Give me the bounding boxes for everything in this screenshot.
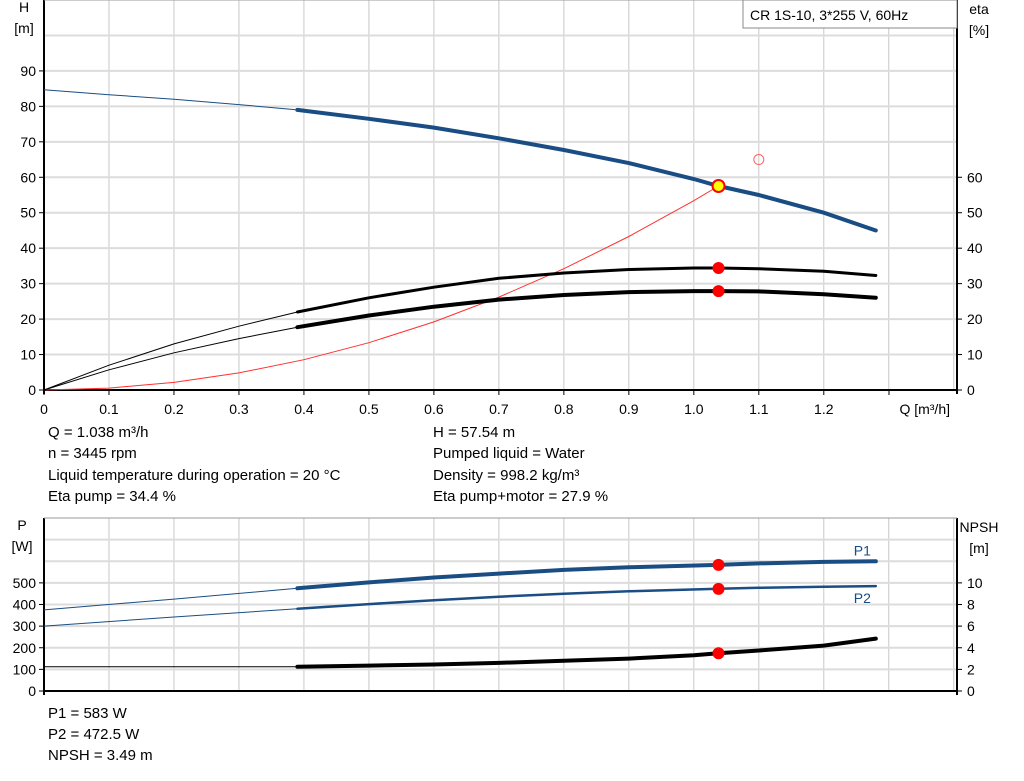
y-tick-label: 300 (13, 618, 37, 634)
p2-series-label: P2 (854, 590, 871, 606)
chart-title: CR 1S-10, 3*255 V, 60Hz (750, 7, 908, 23)
y-tick-label: 50 (20, 205, 36, 221)
y-tick-label: 20 (20, 311, 36, 327)
y-axis-unit: [m] (14, 20, 33, 36)
y2-tick-label: 4 (967, 640, 975, 656)
y2-tick-label: 10 (967, 575, 983, 591)
p2-curve (296, 584, 878, 611)
y-axis-label: P (17, 517, 26, 533)
y-axis-unit: [W] (12, 538, 33, 554)
y2-tick-label: 20 (967, 311, 983, 327)
duty-point-power (712, 582, 725, 595)
system-curve (43, 185, 719, 391)
y-tick-label: 0 (28, 683, 36, 699)
info-eta-pump: Eta pump = 34.4 % (48, 488, 176, 505)
x-tick-label: 0.1 (99, 401, 119, 417)
y2-tick-label: 0 (967, 382, 975, 398)
open-marker (753, 154, 765, 166)
info-flow: Q = 1.038 m³/h (48, 424, 149, 441)
y-tick-label: 70 (20, 134, 36, 150)
y2-axis-unit: [m] (969, 540, 988, 556)
y-tick-label: 90 (20, 63, 36, 79)
y2-tick-label: 50 (967, 205, 983, 221)
y-tick-label: 100 (13, 661, 37, 677)
x-tick-label: 0.3 (229, 401, 249, 417)
y-tick-label: 10 (20, 347, 36, 363)
y2-tick-label: 40 (967, 240, 983, 256)
y2-tick-label: 2 (967, 661, 975, 677)
x-tick-label: 0 (40, 401, 48, 417)
head-curve (295, 107, 878, 233)
x-axis-label: Q [m³/h] (899, 401, 950, 417)
y2-tick-label: 0 (967, 683, 975, 699)
info-speed: n = 3445 rpm (48, 445, 137, 462)
info-liquid: Pumped liquid = Water (433, 445, 585, 462)
y-tick-label: 80 (20, 98, 36, 114)
x-tick-label: 0.7 (489, 401, 509, 417)
eta-pump-curve-thin (43, 311, 298, 391)
x-tick-label: 1.0 (684, 401, 704, 417)
info-p1: P1 = 583 W (48, 705, 127, 722)
y-tick-label: 60 (20, 169, 36, 185)
y2-tick-label: 8 (967, 597, 975, 613)
x-tick-label: 0.2 (164, 401, 184, 417)
p1-series-label: P1 (854, 542, 871, 558)
x-tick-label: 0.6 (424, 401, 444, 417)
eta-pump-motor-curve-thin (43, 326, 298, 391)
duty-point-power (712, 647, 725, 660)
x-tick-label: 0.5 (359, 401, 379, 417)
info-head: H = 57.54 m (433, 424, 516, 441)
x-tick-label: 0.9 (619, 401, 639, 417)
y2-tick-label: 30 (967, 276, 983, 292)
x-tick-label: 1.2 (814, 401, 834, 417)
info-temperature: Liquid temperature during operation = 20… (48, 467, 341, 484)
y2-axis-label: NPSH (960, 519, 999, 535)
y-axis-label: H (19, 0, 29, 15)
y2-tick-label: 6 (967, 618, 975, 634)
eta-pump-motor-curve (295, 289, 878, 330)
title-box (742, 0, 958, 29)
y-tick-label: 0 (28, 382, 36, 398)
duty-point-eta (712, 285, 725, 298)
y2-axis-unit: [%] (969, 22, 989, 38)
eta-pump-curve (295, 266, 878, 314)
p1-curve-thin (43, 587, 298, 611)
y-tick-label: 200 (13, 640, 37, 656)
duty-point-eta (712, 262, 725, 275)
npsh-curve (295, 636, 878, 669)
info-density: Density = 998.2 kg/m³ (433, 467, 580, 484)
y2-axis-label: eta (969, 1, 989, 17)
y2-tick-label: 60 (967, 169, 983, 185)
y-tick-label: 40 (20, 240, 36, 256)
info-eta-pump-motor: Eta pump+motor = 27.9 % (433, 488, 609, 505)
y-tick-label: 500 (13, 575, 37, 591)
info-p2: P2 = 472.5 W (48, 726, 140, 743)
p2-curve-thin (43, 608, 298, 627)
head-curve-thin (43, 89, 298, 111)
x-tick-label: 0.4 (294, 401, 314, 417)
x-tick-label: 0.8 (554, 401, 574, 417)
y2-tick-label: 10 (967, 347, 983, 363)
y-tick-label: 30 (20, 276, 36, 292)
p1-curve (295, 559, 878, 591)
duty-point-power (712, 558, 725, 571)
x-tick-label: 1.1 (749, 401, 769, 417)
info-npsh: NPSH = 3.49 m (48, 747, 153, 764)
y-tick-label: 400 (13, 597, 37, 613)
duty-point-head (711, 178, 726, 193)
